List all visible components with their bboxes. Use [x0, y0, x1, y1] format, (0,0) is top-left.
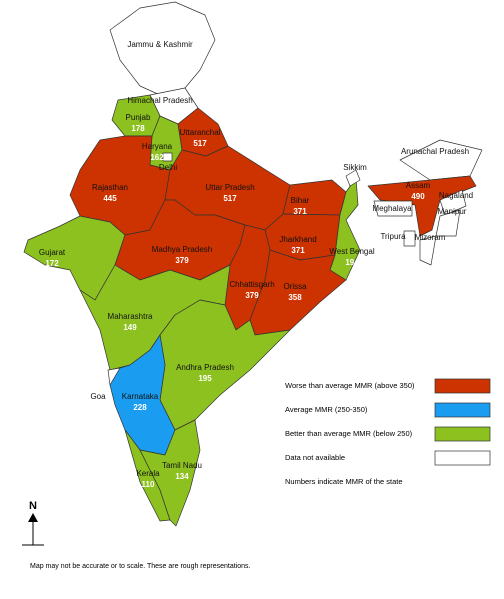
state-name: Jammu & Kashmir: [127, 40, 193, 49]
state-name: Rajasthan: [92, 183, 128, 192]
state-value: 149: [123, 323, 137, 332]
state-region: [403, 230, 416, 247]
state-name: Karnataka: [122, 392, 159, 401]
state-value: 172: [45, 259, 59, 268]
state-name: Assam: [406, 181, 431, 190]
state-name: Goa: [90, 392, 106, 401]
state-region: [439, 189, 467, 216]
state-region: [399, 139, 483, 181]
state-name: Chhattisgarh: [229, 280, 274, 289]
state-value: 110: [142, 480, 155, 489]
state-name: Haryana: [142, 142, 173, 151]
state-name: Tripura: [380, 232, 406, 241]
state-value: 358: [288, 293, 302, 302]
footnote: Map may not be accurate or to scale. The…: [30, 563, 251, 570]
state-name: Madhya Pradesh: [152, 245, 212, 254]
state-value: 379: [245, 291, 259, 300]
state-name: Punjab: [126, 113, 151, 122]
state-region: [419, 235, 437, 266]
state-name: Delhi: [159, 163, 177, 172]
north-label: N: [29, 500, 37, 512]
state-region: [345, 169, 361, 187]
state-value: 371: [291, 246, 305, 255]
state-value: 134: [175, 472, 189, 481]
state-name: Nagaland: [439, 191, 473, 200]
state-value: 490: [411, 192, 425, 201]
state-name: Arunachal Pradesh: [401, 147, 469, 156]
north-arrow-head: [28, 513, 38, 522]
state-value: 178: [131, 124, 145, 133]
state-value: 371: [293, 207, 307, 216]
state-value: 379: [175, 256, 189, 265]
legend-label: Average MMR (250-350): [285, 405, 368, 414]
state-value: 517: [193, 139, 207, 148]
legend-swatch: [434, 402, 491, 418]
state-name: Mizoram: [415, 233, 446, 242]
state-name: Tamil Nadu: [162, 461, 202, 470]
state-value: 445: [103, 194, 117, 203]
state-name: Manipur: [438, 207, 467, 216]
legend-label: Data not available: [285, 453, 345, 462]
state-value: 195: [198, 374, 212, 383]
state-name: Sikkim: [343, 163, 367, 172]
legend-swatch: [434, 450, 491, 466]
state-name: Orissa: [283, 282, 307, 291]
state-name: Meghalaya: [372, 204, 412, 213]
legend-swatch: [434, 378, 491, 394]
legend-note: Numbers indicate MMR of the state: [285, 477, 403, 486]
state-name: West Bengal: [329, 247, 374, 256]
state-region: [435, 209, 461, 237]
state-name: Andhra Pradesh: [176, 363, 234, 372]
state-name: Maharashtra: [108, 312, 153, 321]
legend-swatch: [434, 426, 491, 442]
state-region: [373, 200, 413, 217]
state-name: Gujarat: [39, 248, 66, 257]
state-name: Uttar Pradesh: [205, 183, 254, 192]
state-value: 517: [223, 194, 237, 203]
state-name: Himachal Pradesh: [127, 96, 192, 105]
state-name: Uttaranchal: [180, 128, 221, 137]
state-value: 162: [150, 153, 164, 162]
state-region: [162, 152, 173, 162]
state-name: Jharkhand: [279, 235, 316, 244]
legend-label: Better than average MMR (below 250): [285, 429, 413, 438]
state-value: 228: [133, 403, 147, 412]
state-name: Bihar: [291, 196, 310, 205]
legend-label: Worse than average MMR (above 350): [285, 381, 415, 390]
state-value: 194: [345, 258, 359, 267]
state-name: Kerala: [136, 469, 160, 478]
state-region: [139, 419, 201, 527]
